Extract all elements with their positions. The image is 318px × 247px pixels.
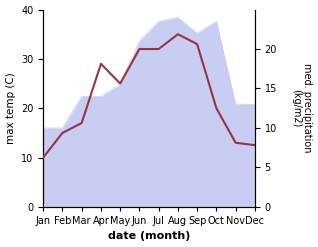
Y-axis label: max temp (C): max temp (C) <box>5 72 16 144</box>
X-axis label: date (month): date (month) <box>108 231 190 242</box>
Y-axis label: med. precipitation
(kg/m2): med. precipitation (kg/m2) <box>291 63 313 153</box>
